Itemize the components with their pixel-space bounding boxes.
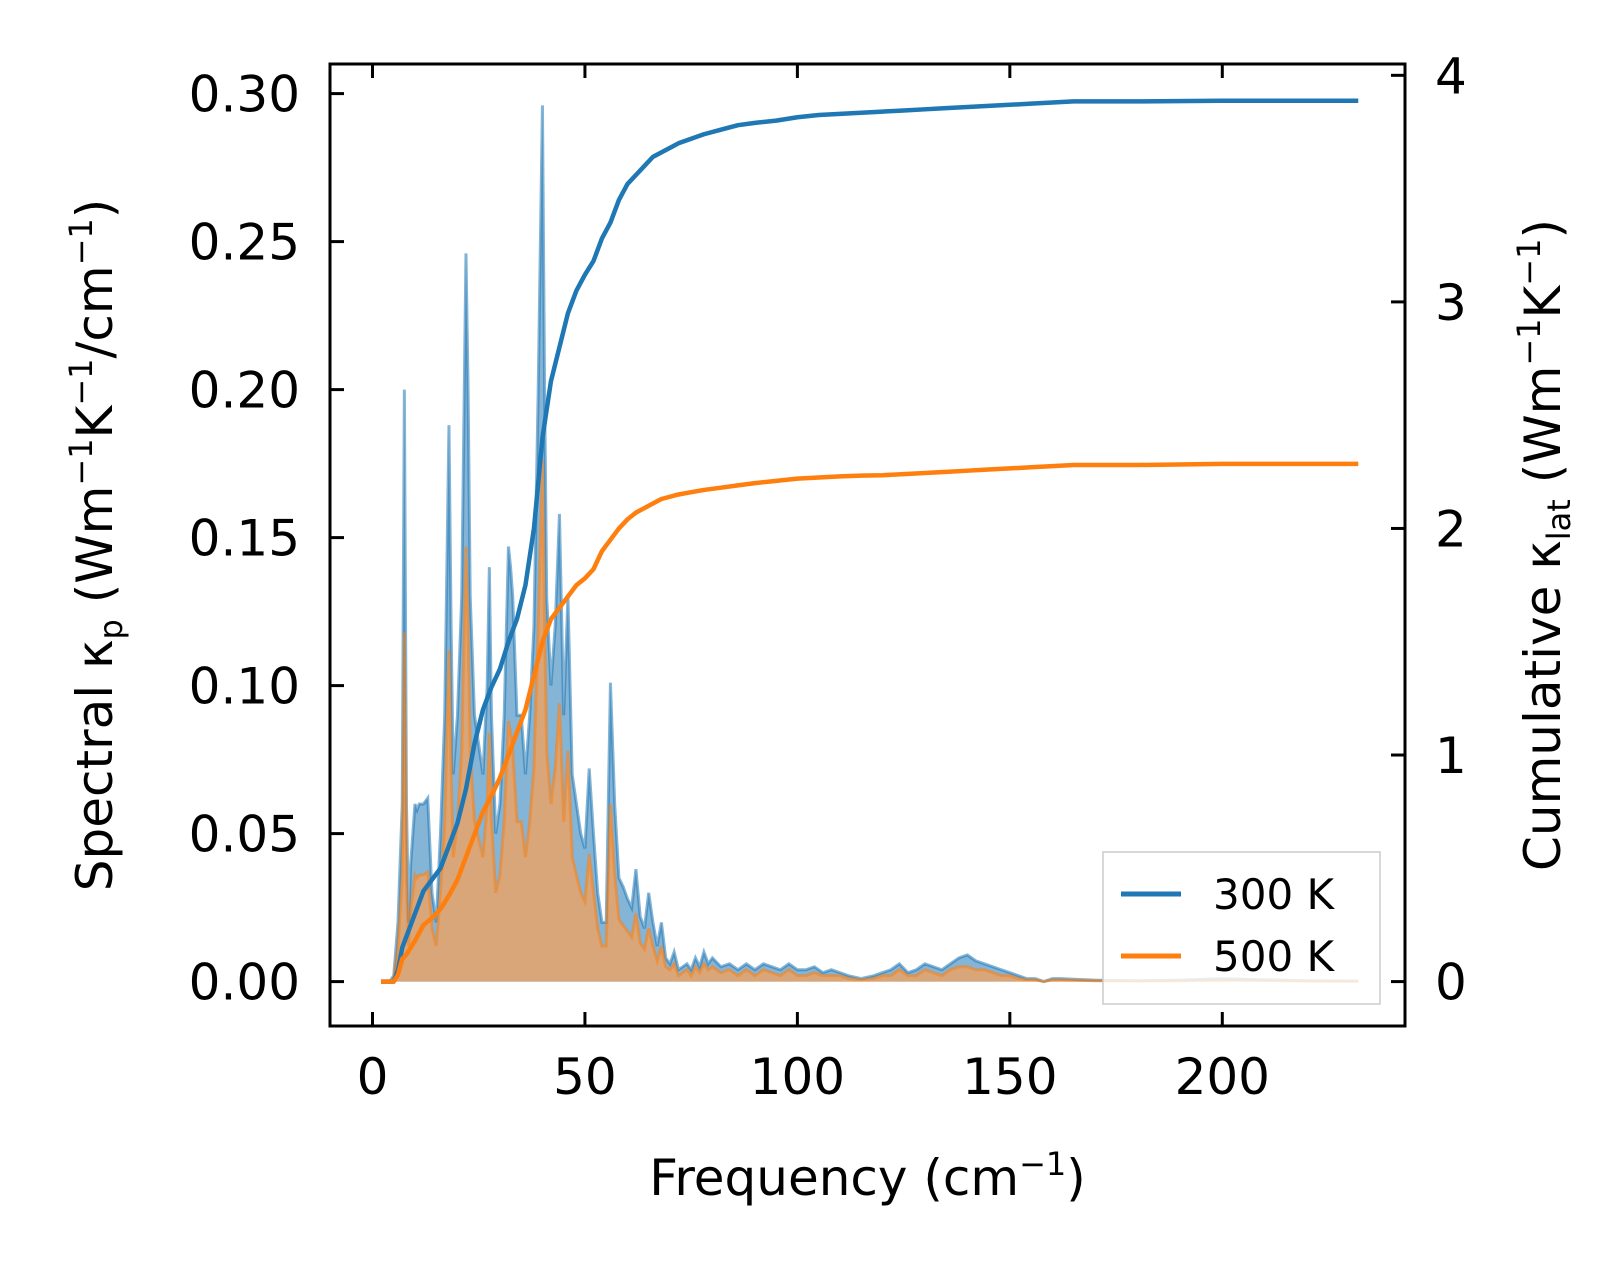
y-axis-right-title: Cumulative κlat (Wm−1K−1) (1510, 219, 1578, 871)
y-left-tick-label: 0.20 (189, 362, 300, 420)
x-axis-title: Frequency (cm−1) (649, 1145, 1086, 1207)
spectral-fill-500k (380, 460, 1359, 982)
legend-label-500k: 500 K (1213, 932, 1336, 981)
y-left-tick-label: 0.25 (189, 214, 300, 272)
y-right-tick-label: 3 (1435, 274, 1467, 332)
x-tick-label: 0 (357, 1048, 389, 1106)
y-right-tick-label: 1 (1435, 727, 1467, 785)
y-right-tick-label: 0 (1435, 954, 1467, 1012)
legend: 300 K 500 K (1102, 851, 1381, 1005)
spectral-line-300k (380, 105, 1359, 984)
spectral-line-500k (380, 460, 1359, 984)
y-left-tick-label: 0.10 (189, 658, 300, 716)
x-tick-label: 100 (750, 1048, 845, 1106)
x-axis: 0 50 100 150 200 (357, 64, 1270, 1106)
y-axis-left: 0.00 0.05 0.10 0.15 0.20 0.25 0.30 (189, 66, 344, 1012)
cumulative-line-500k (380, 461, 1359, 984)
y-right-tick-label: 2 (1435, 500, 1467, 558)
spectral-lines (380, 105, 1359, 984)
y-left-tick-label: 0.00 (189, 954, 300, 1012)
legend-label-300k: 300 K (1213, 870, 1336, 919)
x-tick-label: 50 (553, 1048, 617, 1106)
x-tick-label: 150 (962, 1048, 1057, 1106)
y-left-tick-label: 0.30 (189, 66, 300, 124)
y-axis-right: 0 1 2 3 4 (1391, 47, 1467, 1012)
spectral-fills (380, 105, 1359, 982)
legend-box (1102, 851, 1381, 1005)
plot-frame (328, 62, 1407, 1028)
x-tick-label: 200 (1175, 1048, 1270, 1106)
cumulative-lines (380, 98, 1359, 984)
y-axis-left-title: Spectral κp (Wm−1K−1/cm−1) (62, 199, 130, 892)
cumulative-line-300k (380, 98, 1359, 984)
y-left-tick-label: 0.05 (189, 806, 300, 864)
y-left-tick-label: 0.15 (189, 510, 300, 568)
y-right-tick-label: 4 (1435, 47, 1467, 105)
